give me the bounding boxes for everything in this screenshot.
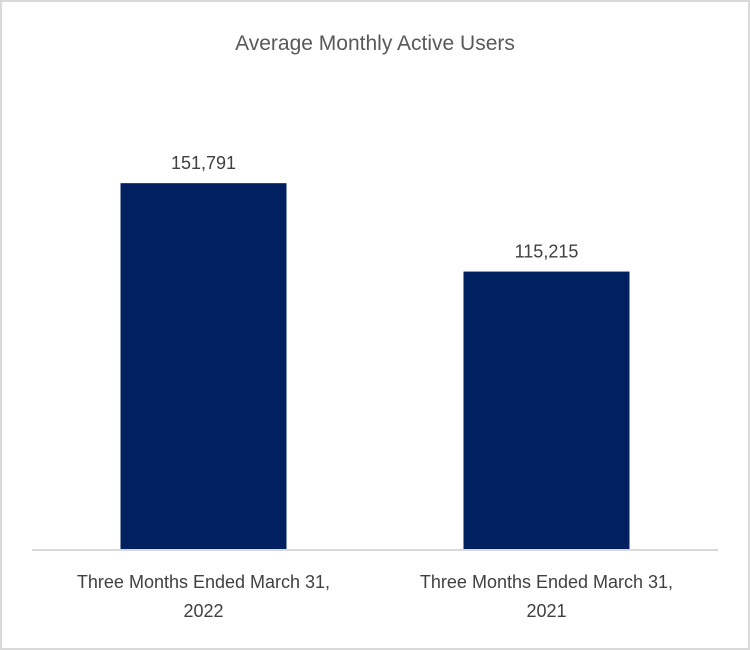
labels-group: 151,791 Three Months Ended March 31, 2022 1… — [77, 153, 673, 621]
x-tick-label-1-line-1: Three Months Ended March 31, — [77, 572, 330, 592]
bars-group — [120, 183, 630, 550]
data-label-2: 115,215 — [515, 242, 579, 262]
data-label-1: 151,791 — [171, 153, 236, 173]
x-tick-label-1-line-2: 2022 — [183, 601, 223, 621]
bar-2 — [463, 271, 630, 550]
bar-1 — [120, 183, 287, 550]
x-tick-label-2-line-1: Three Months Ended March 31, — [420, 572, 673, 592]
chart-title: Average Monthly Active Users — [235, 32, 515, 55]
x-tick-label-2-line-2: 2021 — [526, 601, 566, 621]
